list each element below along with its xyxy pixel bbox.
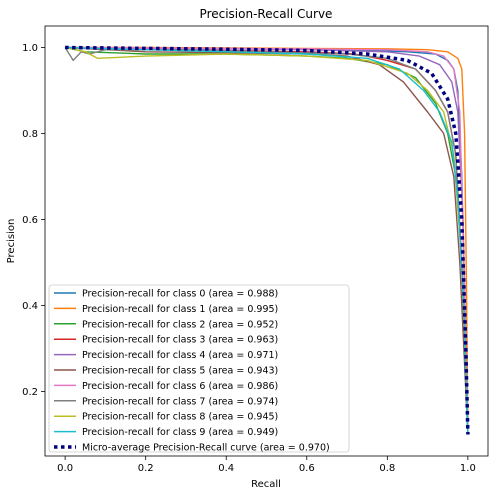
chart-title: Precision-Recall Curve [200, 7, 333, 21]
legend-label-3: Precision-recall for class 3 (area = 0.9… [82, 335, 278, 346]
x-tick-label: 0.0 [57, 463, 73, 474]
y-tick-label: 0.4 [22, 301, 38, 312]
y-tick-label: 0.6 [22, 215, 38, 226]
y-tick-label: 1.0 [22, 43, 38, 54]
legend-label-4: Precision-recall for class 4 (area = 0.9… [82, 350, 278, 361]
legend-label-6: Precision-recall for class 6 (area = 0.9… [82, 381, 278, 392]
legend-label-9: Precision-recall for class 9 (area = 0.9… [82, 427, 278, 438]
legend-label-1: Precision-recall for class 1 (area = 0.9… [82, 304, 278, 315]
legend-label-7: Precision-recall for class 7 (area = 0.9… [82, 396, 278, 407]
plot-lines [64, 45, 470, 435]
legend: Precision-recall for class 0 (area = 0.9… [48, 284, 350, 454]
x-tick-label: 0.6 [299, 463, 315, 474]
legend-box [48, 284, 350, 453]
x-axis-ticks: 0.0 0.2 0.4 0.6 0.8 1.0 [57, 456, 476, 474]
y-axis-ticks: 0.2 0.4 0.6 0.8 1.0 [22, 43, 45, 398]
series-line-5 [65, 46, 469, 435]
legend-label-2: Precision-recall for class 2 (area = 0.9… [82, 319, 278, 330]
plot-frame [44, 25, 489, 457]
x-tick-label: 0.8 [379, 463, 395, 474]
y-tick-label: 0.8 [22, 129, 38, 140]
series-line-9 [65, 46, 469, 435]
x-tick-label: 0.4 [218, 463, 234, 474]
legend-label-0: Precision-recall for class 0 (area = 0.9… [82, 289, 278, 300]
x-axis-label: Recall [251, 479, 281, 490]
y-axis-label: Precision [6, 219, 17, 264]
legend-label-5: Precision-recall for class 5 (area = 0.9… [82, 366, 278, 377]
series-line-10 [65, 45, 470, 435]
y-tick-label: 0.2 [22, 387, 38, 398]
legend-label-8: Precision-recall for class 8 (area = 0.9… [82, 412, 278, 423]
legend-label-10: Micro-average Precision-Recall curve (ar… [82, 443, 330, 454]
x-tick-label: 1.0 [460, 463, 476, 474]
x-tick-label: 0.2 [138, 463, 154, 474]
